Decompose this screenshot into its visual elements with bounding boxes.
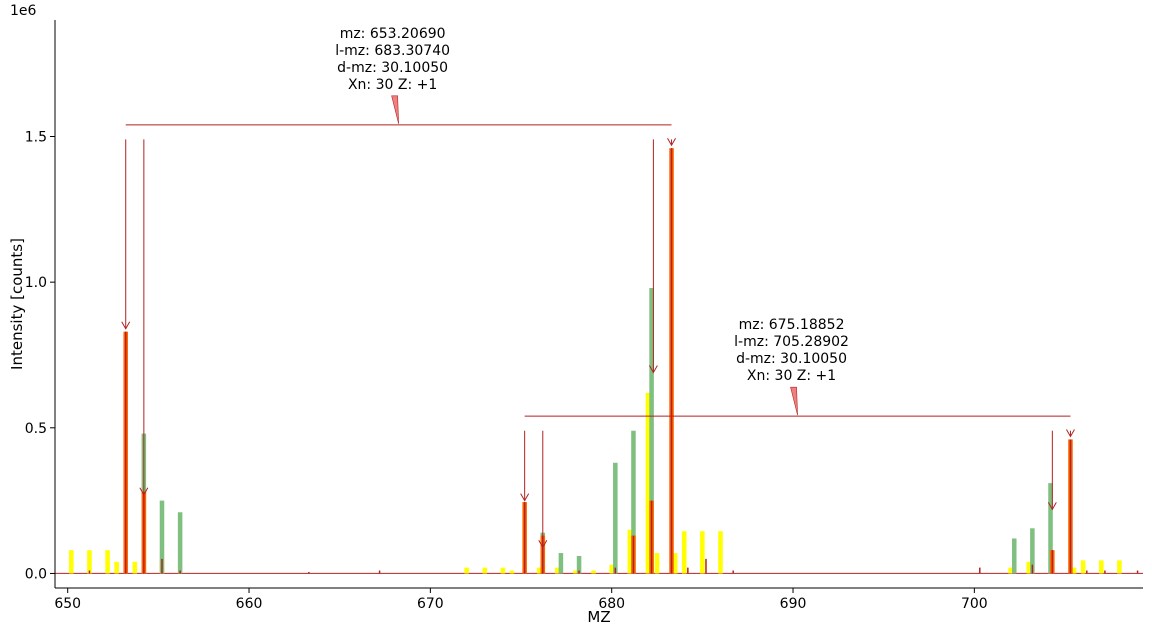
bar-s0-22 [718,531,723,574]
bar-s3-18 [1031,564,1034,574]
bar-s0-18 [654,553,660,574]
bar-s3-16 [732,570,734,574]
y-tick-label-0: 0.0 [25,566,47,582]
y-tick-label-3: 1.5 [25,130,47,146]
bar-s0-12 [555,567,560,574]
bar-s3-19 [1051,550,1054,574]
bar-s0-17 [645,392,651,574]
bar-s3-20 [1069,439,1072,574]
bar-s0-9 [500,567,506,574]
annotation-1-line-3: Xn: 30 Z: +1 [747,368,836,384]
y-scale-label: 1e6 [10,3,37,19]
y-tick-label-1: 0.5 [25,421,47,437]
bar-s0-1 [87,550,92,574]
bar-s3-12 [650,500,653,574]
bar-s0-26 [1080,560,1086,574]
annotation-1-line-1: l-mz: 705.28902 [734,334,849,350]
bar-s0-19 [672,553,678,574]
y-ticks-group: 0.0 0.5 1.0 1.5 [25,130,55,582]
bar-s0-28 [1117,560,1122,574]
bar-s1-11 [1048,483,1053,574]
bar-s3-7 [523,502,526,574]
bar-s3-9 [578,570,580,574]
y-tick-label-2: 1.0 [25,275,47,291]
bars-group [55,148,1143,574]
bar-s0-4 [132,561,138,574]
arrow-head-0-3 [667,138,676,147]
bar-s0-0 [69,550,74,574]
bar-s1-10 [1030,528,1035,574]
bar-s3-3 [161,558,163,574]
arrow-head-1-0 [520,493,530,502]
annotation-1-line-2: d-mz: 30.10050 [736,351,847,367]
bar-s3-17 [979,567,981,574]
bar-s0-11 [536,567,542,574]
bar-s1-7 [631,430,636,574]
bar-s1-8 [649,287,654,574]
bar-s3-6 [378,570,381,574]
bar-s0-16 [627,529,633,574]
annotation-0-line-1: l-mz: 683.30740 [335,43,450,59]
callout-pointer-1 [790,386,798,416]
arrow-head-1-3 [1066,429,1075,438]
x-tick-label-0: 650 [54,596,81,612]
bar-s3-14 [687,567,689,574]
bar-s3-8 [542,535,544,574]
bar-s1-1 [159,500,165,574]
bar-s0-15 [609,564,614,574]
bar-s3-22 [1104,570,1106,574]
bar-s1-4 [558,553,564,574]
arrow-head-1-2 [1047,502,1057,511]
bar-s0-21 [700,531,705,574]
annotation-0-line-2: d-mz: 30.10050 [337,60,448,76]
bar-s1-9 [1011,538,1017,574]
x-tick-label-3: 680 [598,596,625,612]
x-axis-label: MZ [587,608,610,626]
bar-s0-13 [573,570,578,574]
annotation-0-line-3: Xn: 30 Z: +1 [348,77,437,93]
bar-s1-6 [613,462,618,574]
arrow-head-0-1 [139,487,149,496]
x-tick-label-1: 660 [236,596,263,612]
bar-s3-13 [670,148,673,574]
bar-s3-0 [88,570,91,574]
annotation-0-line-0: mz: 653.20690 [340,26,446,42]
bar-s0-14 [591,570,596,574]
bar-s3-10 [614,567,617,574]
arrow-head-0-2 [648,365,658,374]
bar-s0-7 [464,567,469,574]
bar-s3-15 [705,558,707,574]
bar-s0-20 [681,531,687,574]
bar-s0-23 [1008,567,1013,574]
x-tick-label-4: 690 [780,596,807,612]
y-axis-label: Intensity [counts] [8,238,26,370]
arrow-head-1-1 [538,539,548,549]
bar-s0-25 [1071,567,1077,574]
x-ticks-group: 650 660 670 680 690 700 [54,588,988,612]
bar-s0-24 [1026,561,1032,574]
bar-s1-2 [177,512,183,574]
annotation-1-line-0: mz: 675.18852 [739,317,845,333]
bar-s3-4 [179,570,181,574]
bar-s3-21 [1086,570,1088,574]
bar-s0-10 [509,570,515,574]
bar-s3-2 [143,491,145,574]
callout-pointer-0 [391,95,399,124]
bar-s3-5 [308,571,310,574]
bar-s3-1 [124,331,127,574]
x-tick-label-2: 670 [417,596,444,612]
bar-s3-11 [632,535,635,574]
bar-s0-27 [1099,560,1104,574]
bar-s0-2 [105,550,110,574]
bar-s0-8 [482,567,488,574]
x-tick-label-5: 700 [961,596,988,612]
arrow-head-0-0 [121,321,131,330]
bar-s3-23 [1136,570,1139,574]
bar-s1-5 [576,555,582,574]
bar-s0-3 [114,561,119,574]
